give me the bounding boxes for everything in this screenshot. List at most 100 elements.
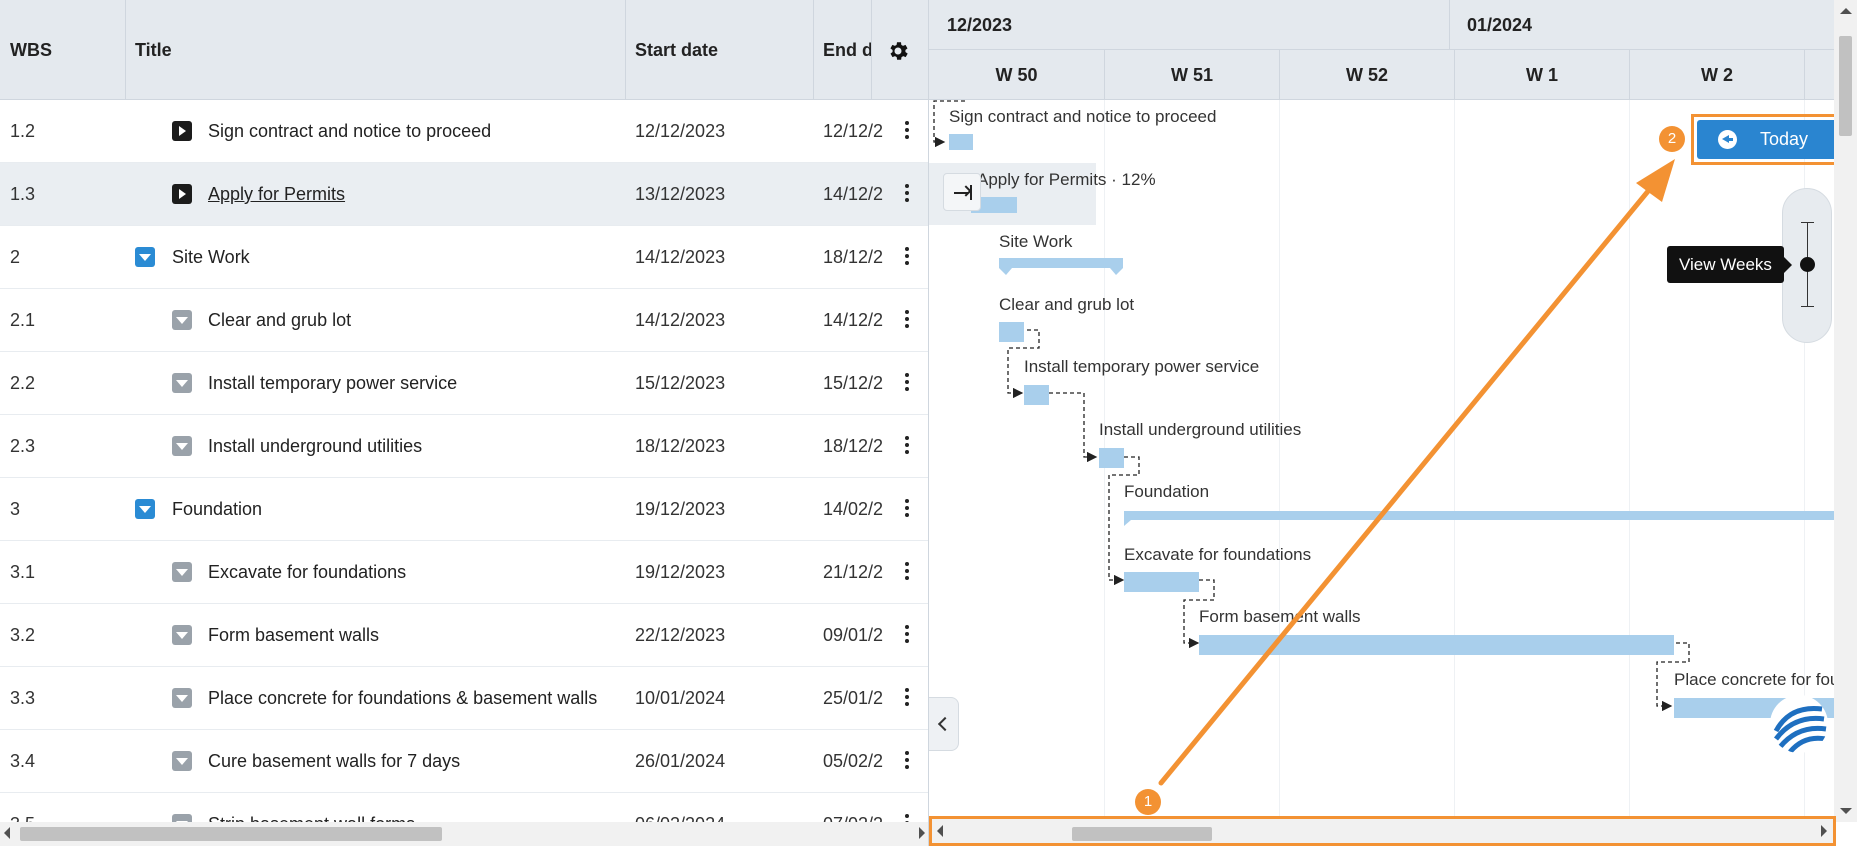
- collapse-folder-icon[interactable]: [135, 499, 155, 519]
- title-cell[interactable]: Sign contract and notice to proceed: [208, 121, 492, 141]
- kebab-menu-icon[interactable]: [899, 497, 915, 521]
- end-date-cell: 21/12/2: [823, 562, 884, 582]
- scroll-right-arrow-icon[interactable]: [1821, 825, 1827, 837]
- title-cell[interactable]: Install underground utilities: [208, 436, 423, 456]
- kebab-menu-icon[interactable]: [899, 812, 915, 822]
- task-bar[interactable]: [1099, 448, 1124, 468]
- play-icon[interactable]: [172, 184, 192, 204]
- table-row[interactable]: 2.3 Install underground utilities 18/12/…: [0, 415, 928, 478]
- table-row[interactable]: 3 Foundation 19/12/2023 14/02/2: [0, 478, 928, 541]
- table-row[interactable]: 2.1 Clear and grub lot 14/12/2023 14/12/…: [0, 289, 928, 352]
- table-row[interactable]: 1.3 Apply for Permits 13/12/2023 14/12/2: [0, 163, 928, 226]
- table-row[interactable]: 2.2 Install temporary power service 15/1…: [0, 352, 928, 415]
- task-dropdown-icon[interactable]: [172, 373, 192, 393]
- kebab-menu-icon[interactable]: [899, 371, 915, 395]
- task-bar[interactable]: [971, 197, 1017, 213]
- task-bar[interactable]: [1199, 635, 1674, 655]
- table-row[interactable]: 2 Site Work 14/12/2023 18/12/2: [0, 226, 928, 289]
- kebab-menu-icon[interactable]: [899, 182, 915, 206]
- task-bar[interactable]: [1024, 385, 1049, 405]
- zoom-handle[interactable]: [1800, 257, 1815, 272]
- task-dropdown-icon[interactable]: [172, 814, 192, 822]
- table-row[interactable]: 3.5 Strip basement wall forms 06/02/2024…: [0, 793, 928, 822]
- scroll-right-arrow-icon[interactable]: [919, 827, 925, 839]
- column-header-title[interactable]: Title: [135, 40, 172, 60]
- grid-scroll-thumb[interactable]: [20, 827, 442, 841]
- bar-label: Excavate for foundations: [1124, 545, 1311, 564]
- title-cell[interactable]: Place concrete for foundations & basemen…: [208, 688, 598, 708]
- timeline-vertical-scrollbar[interactable]: [1834, 0, 1857, 822]
- grid-horizontal-scrollbar[interactable]: [0, 822, 928, 846]
- title-cell[interactable]: Form basement walls: [208, 625, 380, 645]
- today-highlight: Today: [1691, 114, 1853, 165]
- task-grid: WBS Title Start date End da 1.2 Sign con…: [0, 0, 929, 846]
- column-header-wbs[interactable]: WBS: [10, 40, 52, 60]
- table-row[interactable]: 3.4 Cure basement walls for 7 days 26/01…: [0, 730, 928, 793]
- title-cell[interactable]: Apply for Permits: [208, 184, 346, 204]
- task-bar[interactable]: [999, 322, 1024, 342]
- timeline-header: 12/2023 01/2024 W 50 W 51 W 52 W 1 W 2: [929, 0, 1857, 100]
- bar-label: Install underground utilities: [1099, 420, 1301, 439]
- bar-label: Install temporary power service: [1024, 357, 1259, 376]
- table-row[interactable]: 3.1 Excavate for foundations 19/12/2023 …: [0, 541, 928, 604]
- task-dropdown-icon[interactable]: [172, 751, 192, 771]
- column-header-end-date[interactable]: End da: [823, 40, 871, 60]
- wbs-cell: 2.2: [10, 373, 36, 393]
- kebab-menu-icon[interactable]: [899, 623, 915, 647]
- timeline-scroll-thumb[interactable]: [1072, 827, 1212, 841]
- table-row[interactable]: 3.2 Form basement walls 22/12/2023 09/01…: [0, 604, 928, 667]
- title-cell[interactable]: Site Work: [172, 247, 250, 267]
- task-bar[interactable]: [949, 134, 973, 150]
- table-row[interactable]: 1.2 Sign contract and notice to proceed …: [0, 100, 928, 163]
- wbs-cell: 3.1: [10, 562, 36, 582]
- task-bar[interactable]: [1674, 698, 1857, 718]
- kebab-menu-icon[interactable]: [899, 749, 915, 773]
- task-dropdown-icon[interactable]: [172, 625, 192, 645]
- end-date-cell: 05/02/2: [823, 751, 884, 771]
- end-date-cell: 18/12/2: [823, 436, 884, 456]
- toggle-sidebar-button[interactable]: [929, 697, 959, 751]
- task-dropdown-icon[interactable]: [172, 562, 192, 582]
- title-cell[interactable]: Strip basement wall forms: [208, 793, 415, 822]
- scroll-left-arrow-icon[interactable]: [937, 825, 943, 837]
- scroll-down-arrow-icon[interactable]: [1840, 808, 1852, 814]
- bar-label: Site Work: [999, 232, 1073, 251]
- timeline-horizontal-scrollbar[interactable]: [929, 816, 1836, 846]
- task-dropdown-icon[interactable]: [172, 310, 192, 330]
- title-cell[interactable]: Foundation: [172, 499, 263, 519]
- title-cell[interactable]: Cure basement walls for 7 days: [208, 751, 461, 771]
- end-date-cell: 14/02/2: [823, 499, 884, 519]
- collapse-to-end-button[interactable]: [943, 173, 981, 211]
- scroll-up-arrow-icon[interactable]: [1840, 8, 1852, 14]
- summary-bar[interactable]: [1124, 511, 1857, 526]
- task-dropdown-icon[interactable]: [172, 688, 192, 708]
- start-date-cell: 13/12/2023: [635, 184, 726, 204]
- scroll-left-arrow-icon[interactable]: [4, 827, 10, 839]
- wbs-cell: 2.3: [10, 436, 36, 456]
- kebab-menu-icon[interactable]: [899, 686, 915, 710]
- wbs-cell: 3.2: [10, 625, 36, 645]
- week-label: [1804, 50, 1857, 100]
- title-cell[interactable]: Install temporary power service: [208, 373, 458, 393]
- task-bar[interactable]: [1124, 572, 1199, 592]
- week-label: W 50: [995, 65, 1038, 85]
- title-cell[interactable]: Clear and grub lot: [208, 310, 352, 330]
- today-button[interactable]: Today: [1697, 120, 1847, 159]
- vertical-scroll-thumb[interactable]: [1839, 36, 1852, 136]
- column-header-start-date[interactable]: Start date: [635, 40, 719, 60]
- arrow-left-circle-icon: [1718, 130, 1737, 149]
- kebab-menu-icon[interactable]: [899, 308, 915, 332]
- kebab-menu-icon[interactable]: [899, 119, 915, 143]
- kebab-menu-icon[interactable]: [899, 560, 915, 584]
- wbs-cell: 1.2: [10, 121, 36, 141]
- title-cell[interactable]: Excavate for foundations: [208, 562, 407, 582]
- summary-bar[interactable]: [999, 258, 1123, 275]
- table-row[interactable]: 3.3 Place concrete for foundations & bas…: [0, 667, 928, 730]
- collapse-folder-icon[interactable]: [135, 247, 155, 267]
- kebab-menu-icon[interactable]: [899, 434, 915, 458]
- kebab-menu-icon[interactable]: [899, 245, 915, 269]
- gear-icon[interactable]: [886, 39, 910, 63]
- play-icon[interactable]: [172, 121, 192, 141]
- end-date-cell: 15/12/2: [823, 373, 884, 393]
- task-dropdown-icon[interactable]: [172, 436, 192, 456]
